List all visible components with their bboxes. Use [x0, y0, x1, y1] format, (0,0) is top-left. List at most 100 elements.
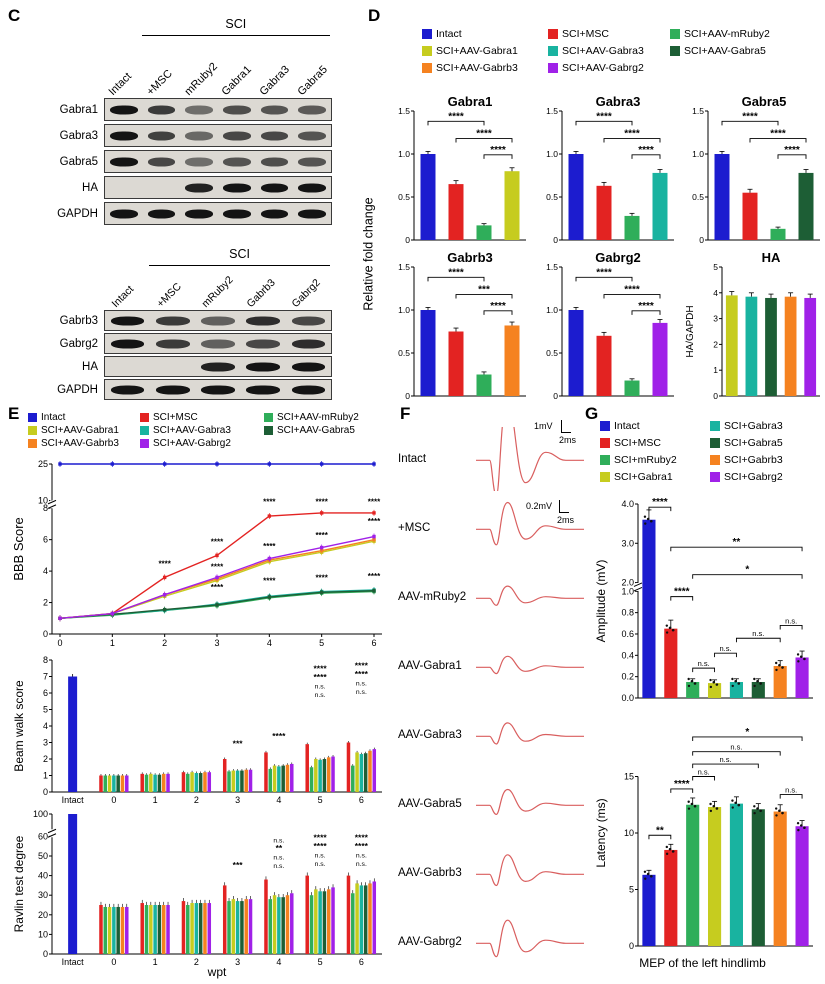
bar: [264, 879, 268, 954]
tick-label: 2: [162, 638, 167, 648]
sig-label: ****: [314, 841, 328, 851]
bar: [363, 885, 368, 954]
blot-target-label: Gabra1: [59, 103, 98, 116]
sig-bracket: [692, 667, 716, 673]
legend-item: Intact: [422, 28, 548, 40]
mep-waveform: [476, 919, 584, 957]
legend-label: Intact: [614, 419, 640, 432]
tick-label: 1.0: [398, 305, 410, 315]
bar: [268, 899, 273, 954]
sig-label: n.s.: [273, 854, 284, 861]
sig-bracket: [692, 776, 716, 781]
blot-band: [260, 209, 289, 218]
data-point: [58, 616, 62, 620]
blot-row: Gabra3: [20, 124, 332, 147]
data-dot: [774, 807, 778, 810]
bar: [194, 773, 199, 792]
legend-swatch-icon: [140, 439, 149, 448]
bar: [248, 769, 253, 792]
legend-item: SCI+MSC: [548, 28, 670, 40]
legend-label: SCI+AAV-Gabra1: [436, 45, 518, 57]
data-dot: [781, 811, 784, 815]
bar: [272, 895, 277, 954]
bar: [120, 906, 125, 954]
sig-label: ****: [355, 832, 369, 842]
legend-swatch-icon: [28, 439, 37, 448]
bar: [272, 765, 277, 792]
blot-band: [185, 157, 214, 166]
tick-label: 30: [38, 890, 48, 900]
legend-item: SCI+AAV-mRuby2: [670, 28, 820, 40]
trace-label: AAV-mRuby2: [398, 590, 467, 603]
data-dot: [647, 517, 650, 521]
trace-label: AAV-Gabrb3: [398, 866, 462, 879]
sig-label: ****: [652, 497, 668, 508]
mep-trace: [476, 919, 584, 957]
tick-label: 1.0: [621, 586, 634, 596]
sci-header: SCI: [20, 17, 332, 36]
bar: [222, 885, 227, 954]
bar: [305, 875, 309, 954]
lane-label: mRuby2: [182, 60, 220, 98]
sig-label: **: [656, 825, 664, 836]
data-dot: [753, 677, 756, 681]
legend-item: SCI+MSC: [140, 412, 264, 423]
bar: [99, 775, 103, 792]
bar: [751, 809, 765, 946]
blot-band: [222, 105, 251, 114]
tick-label: 4: [43, 721, 48, 731]
sig-bracket: [735, 637, 781, 643]
bar: [198, 903, 203, 954]
mep-waveform: [476, 655, 584, 674]
data-point: [162, 575, 167, 580]
blot-band: [298, 183, 327, 192]
bar: [372, 881, 377, 954]
data-point: [215, 462, 219, 466]
blot-row: GAPDH: [20, 379, 332, 400]
axis-label: Latency (ms): [594, 798, 608, 867]
tick-label: 1: [153, 957, 158, 967]
data-dot: [693, 805, 697, 808]
legend-swatch-icon: [600, 437, 610, 448]
panel-c-label: C: [8, 6, 21, 25]
data-dot: [709, 809, 713, 813]
bar: [596, 335, 612, 396]
tick-label: 4: [267, 638, 272, 648]
blot-band: [291, 362, 326, 371]
mep-waveform: [476, 426, 584, 491]
blot-band: [222, 209, 251, 218]
bar: [203, 772, 207, 792]
data-point: [319, 545, 324, 550]
scalebar-voltage-label: 1mV: [534, 421, 553, 431]
data-dot: [650, 875, 653, 878]
data-dot: [797, 828, 800, 832]
legend-item: SCI+Gabrb3: [710, 452, 820, 467]
legend-item: SCI+Gabrg2: [710, 469, 820, 484]
scalebar-voltage-label: 0.2mV: [526, 501, 553, 511]
mep-trace: [476, 501, 584, 545]
sig-label: n.s.: [315, 852, 326, 859]
panel-c: C SCI Intact +MSC mRuby2 Gabra1 Gabra3 Gabra5 G…: [6, 4, 356, 402]
bar: [120, 775, 125, 792]
bar: [568, 154, 584, 240]
data-dot: [731, 799, 734, 802]
sig-label: ****: [490, 301, 506, 312]
sig-label: ****: [624, 285, 640, 296]
mep-trace: [476, 788, 584, 815]
tick-label: 2.0: [621, 578, 634, 588]
bar: [351, 893, 355, 954]
bar: [309, 767, 314, 792]
blot-band: [201, 316, 235, 325]
legend-label: SCI+AAV-Gabrb3: [41, 438, 119, 449]
legend-item: SCI+AAV-Gabrg2: [548, 62, 670, 74]
blot-band: [147, 209, 176, 218]
axis-break-mark: [47, 833, 57, 838]
bar: [742, 192, 758, 240]
legend-swatch-icon: [548, 63, 558, 73]
tick-label: 2: [713, 339, 718, 349]
bar: [714, 154, 730, 240]
panel-e: E Intact SCI+MSC SCI+AAV-mRuby2 SCI+AAV-Gab…: [6, 402, 396, 982]
bar: [149, 905, 153, 954]
blot-band: [260, 183, 289, 192]
blot-band: [246, 362, 280, 371]
